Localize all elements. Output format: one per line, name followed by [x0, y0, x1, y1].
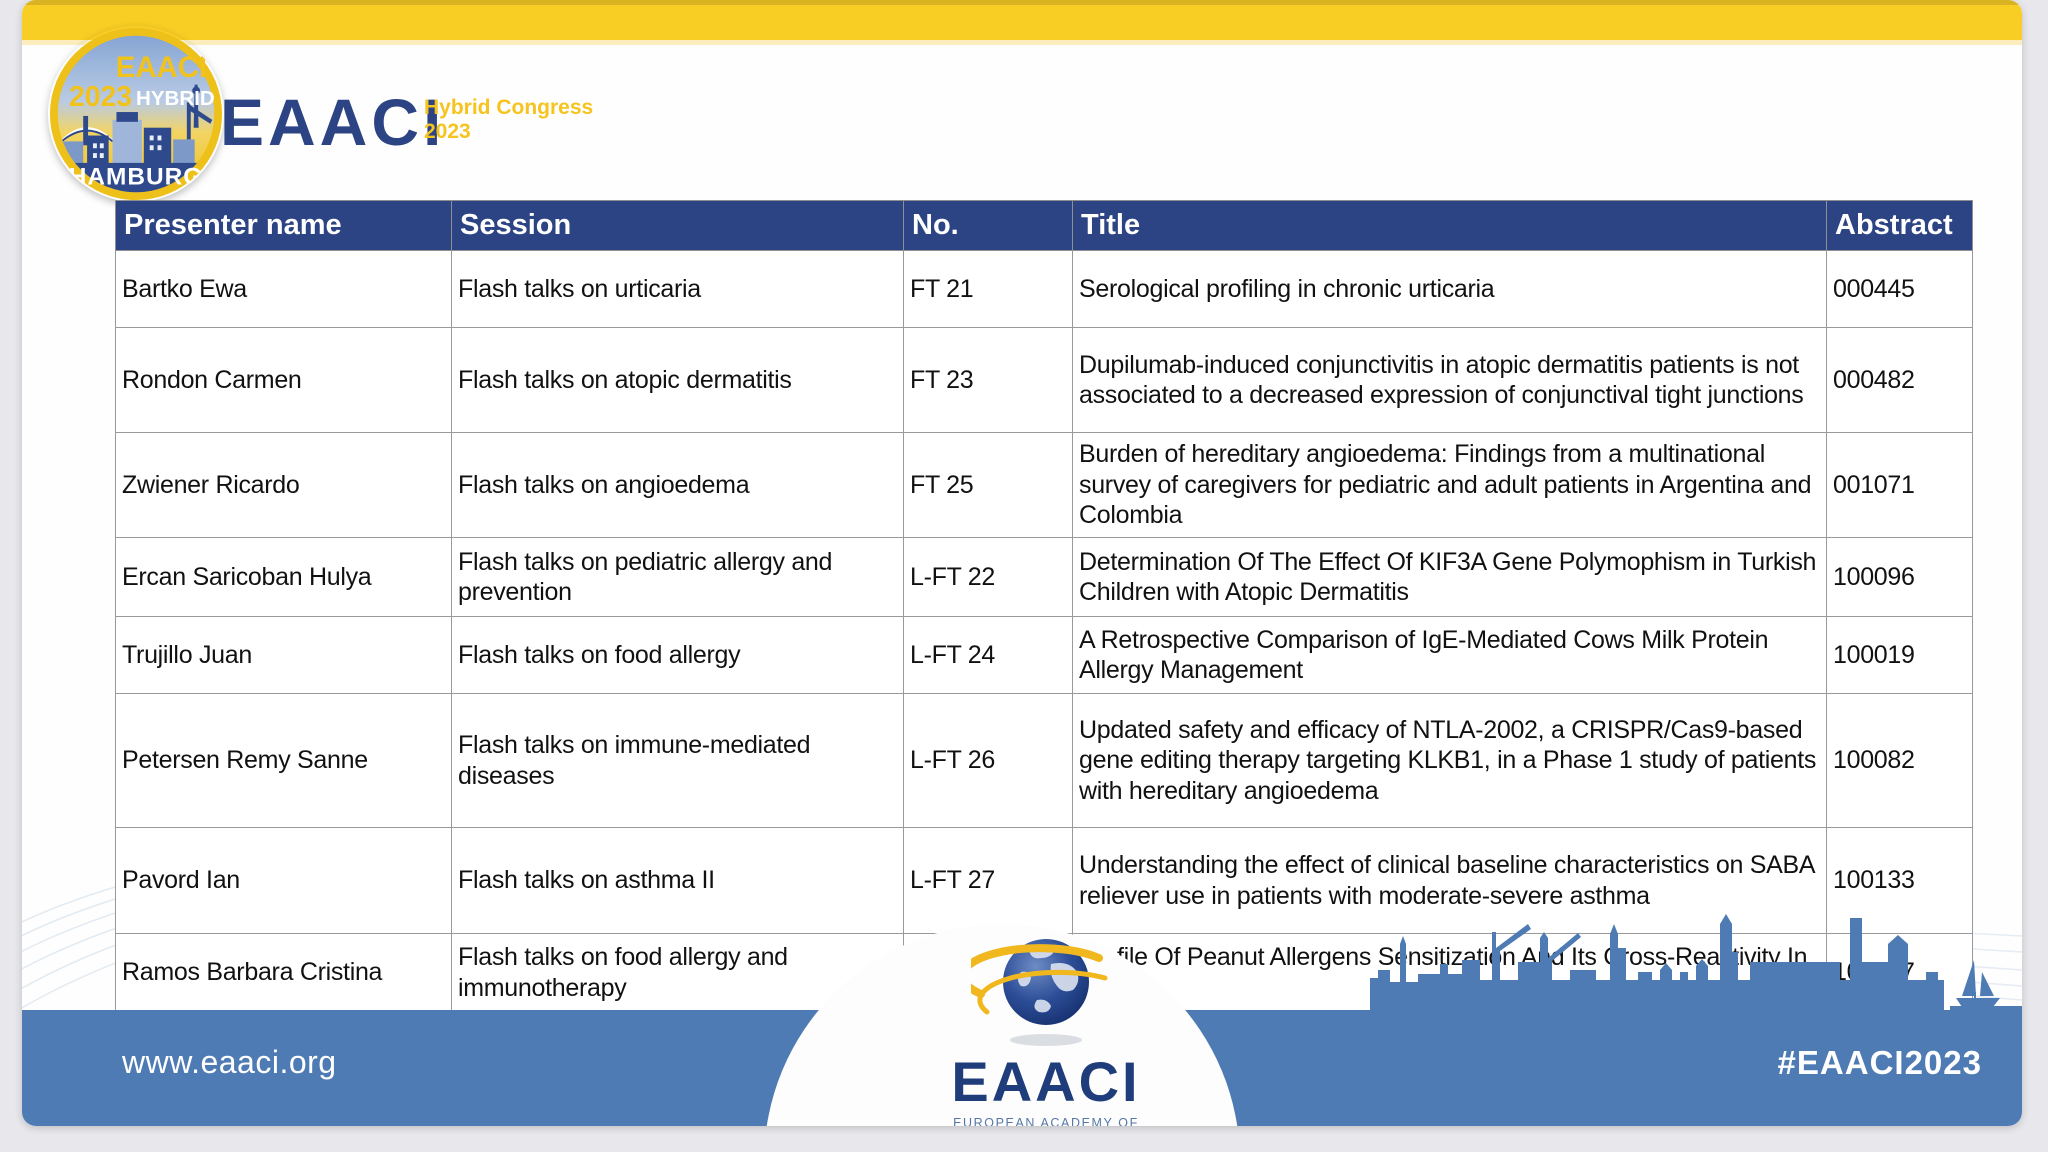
cell-presenter: Trujillo Juan [115, 616, 452, 694]
badge-city-text: HAMBURG [69, 163, 203, 190]
cell-presenter: Rondon Carmen [115, 327, 452, 433]
table-row: Trujillo Juan Flash talks on food allergy… [115, 616, 1973, 694]
table-row: Rondon Carmen Flash talks on atopic derma… [115, 327, 1973, 433]
cell-abstract: 000445 [1826, 250, 1973, 328]
column-header: Abstract [1826, 200, 1973, 251]
congress-slide: EAACI 2023 HYBRID HAMBURG EAACI Hybrid C… [22, 0, 2022, 1126]
table-row: Bartko Ewa Flash talks on urticaria FT 21 S… [115, 250, 1973, 328]
cell-session: Flash talks on asthma II [451, 827, 904, 934]
brand-congress-line2: 2023 [424, 120, 471, 144]
badge-mode-text: HYBRID [136, 87, 215, 110]
sailboat-silhouette [1950, 960, 2022, 1014]
top-accent-band [22, 0, 2022, 40]
cell-abstract: 100096 [1826, 537, 1973, 617]
cell-no: L-FT 24 [903, 616, 1073, 694]
table-header-row: Presenter name Session No. Title Abstract [115, 200, 1973, 251]
cell-presenter: Ercan Saricoban Hulya [115, 537, 452, 617]
cell-session: Flash talks on atopic dermatitis [451, 327, 904, 433]
cell-title: Serological profiling in chronic urticar… [1072, 250, 1827, 328]
cell-session: Flash talks on pediatric allergy and pre… [451, 537, 904, 617]
cell-title: Determination Of The Effect Of KIF3A Gen… [1072, 537, 1827, 617]
footer-eaaci-logo: EAACI EUROPEAN ACADEMY OF ALLERGY AND CL… [930, 930, 1162, 1126]
cell-session: Flash talks on angioedema [451, 432, 904, 538]
column-header: Session [451, 200, 904, 251]
brand-congress-label: Hybrid Congress 2023 [424, 96, 593, 144]
cell-session: Flash talks on food allergy [451, 616, 904, 694]
cell-abstract: 100019 [1826, 616, 1973, 694]
cell-presenter: Zwiener Ricardo [115, 432, 452, 538]
cell-no: L-FT 27 [903, 827, 1073, 934]
cell-title: Burden of hereditary angioedema: Finding… [1072, 432, 1827, 538]
cell-abstract: 000482 [1826, 327, 1973, 433]
cell-abstract: 100082 [1826, 693, 1973, 828]
cell-no: L-FT 22 [903, 537, 1073, 617]
cell-abstract: 100133 [1826, 827, 1973, 934]
table-row: Petersen Remy Sanne Flash talks on immune… [115, 693, 1973, 828]
cell-title: Understanding the effect of clinical bas… [1072, 827, 1827, 934]
table-row: Pavord Ian Flash talks on asthma II L-FT 2… [115, 827, 1973, 934]
column-header: No. [903, 200, 1073, 251]
cell-no: L-FT 26 [903, 693, 1073, 828]
badge-org-text: EAACI [116, 51, 207, 84]
brand-congress-line1: Hybrid Congress [424, 96, 594, 119]
brand-wordmark: EAACI [220, 85, 446, 159]
cell-session: Flash talks on urticaria [451, 250, 904, 328]
footer-hashtag: #EAACI2023 [1777, 1044, 1982, 1081]
cell-presenter: Pavord Ian [115, 827, 452, 934]
top-accent-band-fade [22, 40, 2022, 45]
column-header: Presenter name [115, 200, 452, 251]
cell-title: Updated safety and efficacy of NTLA-2002… [1072, 693, 1827, 828]
congress-badge-logo: EAACI 2023 HYBRID HAMBURG [49, 27, 223, 201]
top-accent-band-shade [22, 0, 2022, 5]
badge-year-text: 2023 [69, 81, 132, 113]
cell-abstract: 001071 [1826, 432, 1973, 538]
cell-no: FT 23 [903, 327, 1073, 433]
cell-title: Dupilumab-induced conjunctivitis in atop… [1072, 327, 1827, 433]
footer-logo-wordmark: EAACI [951, 1050, 1141, 1113]
cell-presenter: Bartko Ewa [115, 250, 452, 328]
cell-no: FT 25 [903, 432, 1073, 538]
globe-icon [958, 939, 1108, 1046]
hamburg-skyline-silhouette [1370, 914, 2022, 1014]
table-row: Ercan Saricoban Hulya Flash talks on pedi… [115, 537, 1973, 617]
footer-website-link[interactable]: www.eaaci.org [122, 1044, 337, 1080]
cell-presenter: Ramos Barbara Cristina [115, 933, 452, 1012]
table-row: Zwiener Ricardo Flash talks on angioedema… [115, 432, 1973, 538]
cell-presenter: Petersen Remy Sanne [115, 693, 452, 828]
footer-logo-caption: EUROPEAN ACADEMY OF ALLERGY AND CLINICAL… [953, 1116, 1139, 1126]
cell-no: FT 21 [903, 250, 1073, 328]
column-header: Title [1072, 200, 1827, 251]
cell-title: A Retrospective Comparison of IgE-Mediat… [1072, 616, 1827, 694]
cell-session: Flash talks on immune-mediated diseases [451, 693, 904, 828]
flash-talks-table: Presenter name Session No. Title Abstract Ba… [115, 200, 1973, 1012]
